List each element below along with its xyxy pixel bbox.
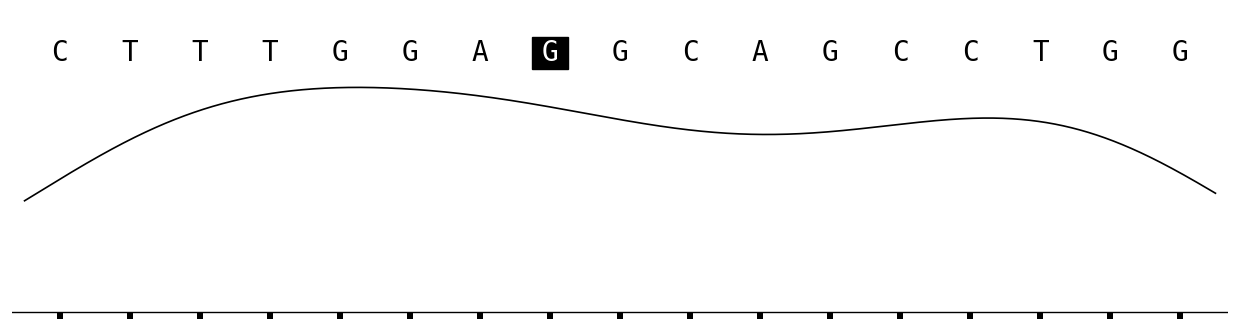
Text: G: G [331, 39, 348, 67]
Text: G: G [1102, 39, 1118, 67]
Bar [1107, 312, 1114, 319]
Bar [898, 312, 903, 319]
Bar [477, 312, 482, 319]
Bar [532, 37, 568, 69]
Bar [126, 312, 133, 319]
Text: T: T [1032, 39, 1049, 67]
Bar [967, 312, 973, 319]
Bar [337, 312, 342, 319]
Text: G: G [611, 39, 629, 67]
Text: C: C [892, 39, 909, 67]
Bar [57, 312, 62, 319]
Text: G: G [542, 39, 558, 67]
Text: G: G [822, 39, 838, 67]
Bar [1178, 312, 1183, 319]
Text: T: T [122, 39, 138, 67]
Bar [407, 312, 413, 319]
Bar [827, 312, 833, 319]
Text: C: C [682, 39, 698, 67]
Text: A: A [471, 39, 489, 67]
Bar [687, 312, 693, 319]
Text: G: G [402, 39, 418, 67]
Text: C: C [962, 39, 978, 67]
Bar [758, 312, 763, 319]
Bar [267, 312, 273, 319]
Bar [1038, 312, 1043, 319]
Bar [197, 312, 202, 319]
Text: T: T [191, 39, 208, 67]
Text: C: C [51, 39, 68, 67]
Bar [547, 312, 553, 319]
Text: G: G [1172, 39, 1189, 67]
Text: T: T [262, 39, 278, 67]
Text: A: A [751, 39, 769, 67]
Bar [618, 312, 622, 319]
